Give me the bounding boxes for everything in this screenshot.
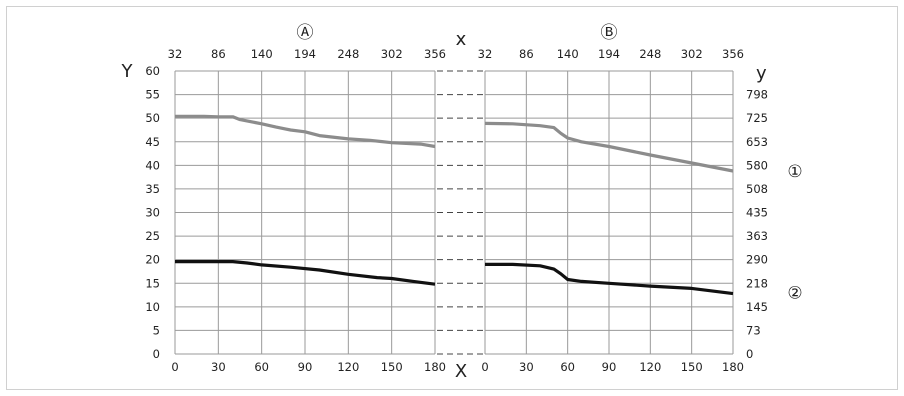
top-tick-label: 32 [168,47,183,61]
y-tick-label: 35 [145,182,160,196]
x-tick-label: 90 [602,360,617,374]
top-x-axis-label: x [456,29,467,50]
y-tick-label: 45 [145,135,160,149]
top-tick-label: 248 [337,47,359,61]
y-tick-label: 20 [145,253,160,267]
right-y-axis-label: y [756,63,767,84]
y-tick-label: 15 [145,276,160,290]
x-tick-label: 30 [211,360,226,374]
y-tick-label: 10 [145,300,160,314]
right-y-tick-label: 435 [746,206,768,220]
x-tick-label: 180 [424,360,446,374]
top-tick-label: 86 [519,47,534,61]
x-tick-label: 150 [681,360,703,374]
y-tick-label: 60 [145,64,160,78]
x-tick-label: 180 [722,360,744,374]
x-axis-label: X [455,361,467,382]
x-tick-label: 120 [639,360,661,374]
top-tick-label: 356 [722,47,744,61]
right-y-tick-label: 653 [746,135,768,149]
x-tick-label: 90 [298,360,313,374]
top-tick-label: 302 [681,47,703,61]
x-tick-label: 0 [481,360,488,374]
y-tick-label: 50 [145,111,160,125]
right-y-tick-label: 725 [746,111,768,125]
right-y-tick-label: 218 [746,276,768,290]
top-tick-label: 248 [639,47,661,61]
top-tick-label: 194 [598,47,620,61]
right-y-tick-label: 73 [746,323,761,337]
right-y-tick-label: 508 [746,182,768,196]
top-tick-label: 32 [478,47,493,61]
right-y-tick-label: 363 [746,229,768,243]
top-tick-label: 140 [557,47,579,61]
y-tick-label: 0 [153,347,160,361]
series-line-2 [485,262,734,296]
y-tick-label: 55 [145,88,160,102]
x-tick-label: 0 [171,360,178,374]
chart-frame [6,6,898,390]
panel-marker: Ⓑ [601,23,618,43]
series-line-1 [175,114,436,149]
right-y-tick-label: 580 [746,158,768,172]
right-y-tick-label: 798 [746,88,768,102]
series-line-2 [175,260,436,286]
x-tick-label: 60 [560,360,575,374]
x-tick-label: 60 [254,360,269,374]
panel-marker: Ⓐ [297,23,314,43]
top-tick-label: 356 [424,47,446,61]
top-tick-label: 140 [251,47,273,61]
top-tick-label: 302 [381,47,403,61]
series-marker: ② [787,284,802,304]
y-tick-label: 40 [145,158,160,172]
x-tick-label: 150 [381,360,403,374]
x-tick-label: 30 [519,360,534,374]
right-y-tick-label: 0 [746,347,753,361]
top-tick-label: 194 [294,47,316,61]
y-axis-label: Y [121,61,134,82]
series-marker: ① [787,162,802,182]
right-y-tick-label: 145 [746,300,768,314]
series-line-1 [484,121,734,173]
top-tick-label: 86 [211,47,226,61]
right-y-tick-label: 290 [746,253,768,267]
y-tick-label: 30 [145,206,160,220]
x-tick-label: 120 [337,360,359,374]
y-tick-label: 5 [153,323,160,337]
y-tick-label: 25 [145,229,160,243]
